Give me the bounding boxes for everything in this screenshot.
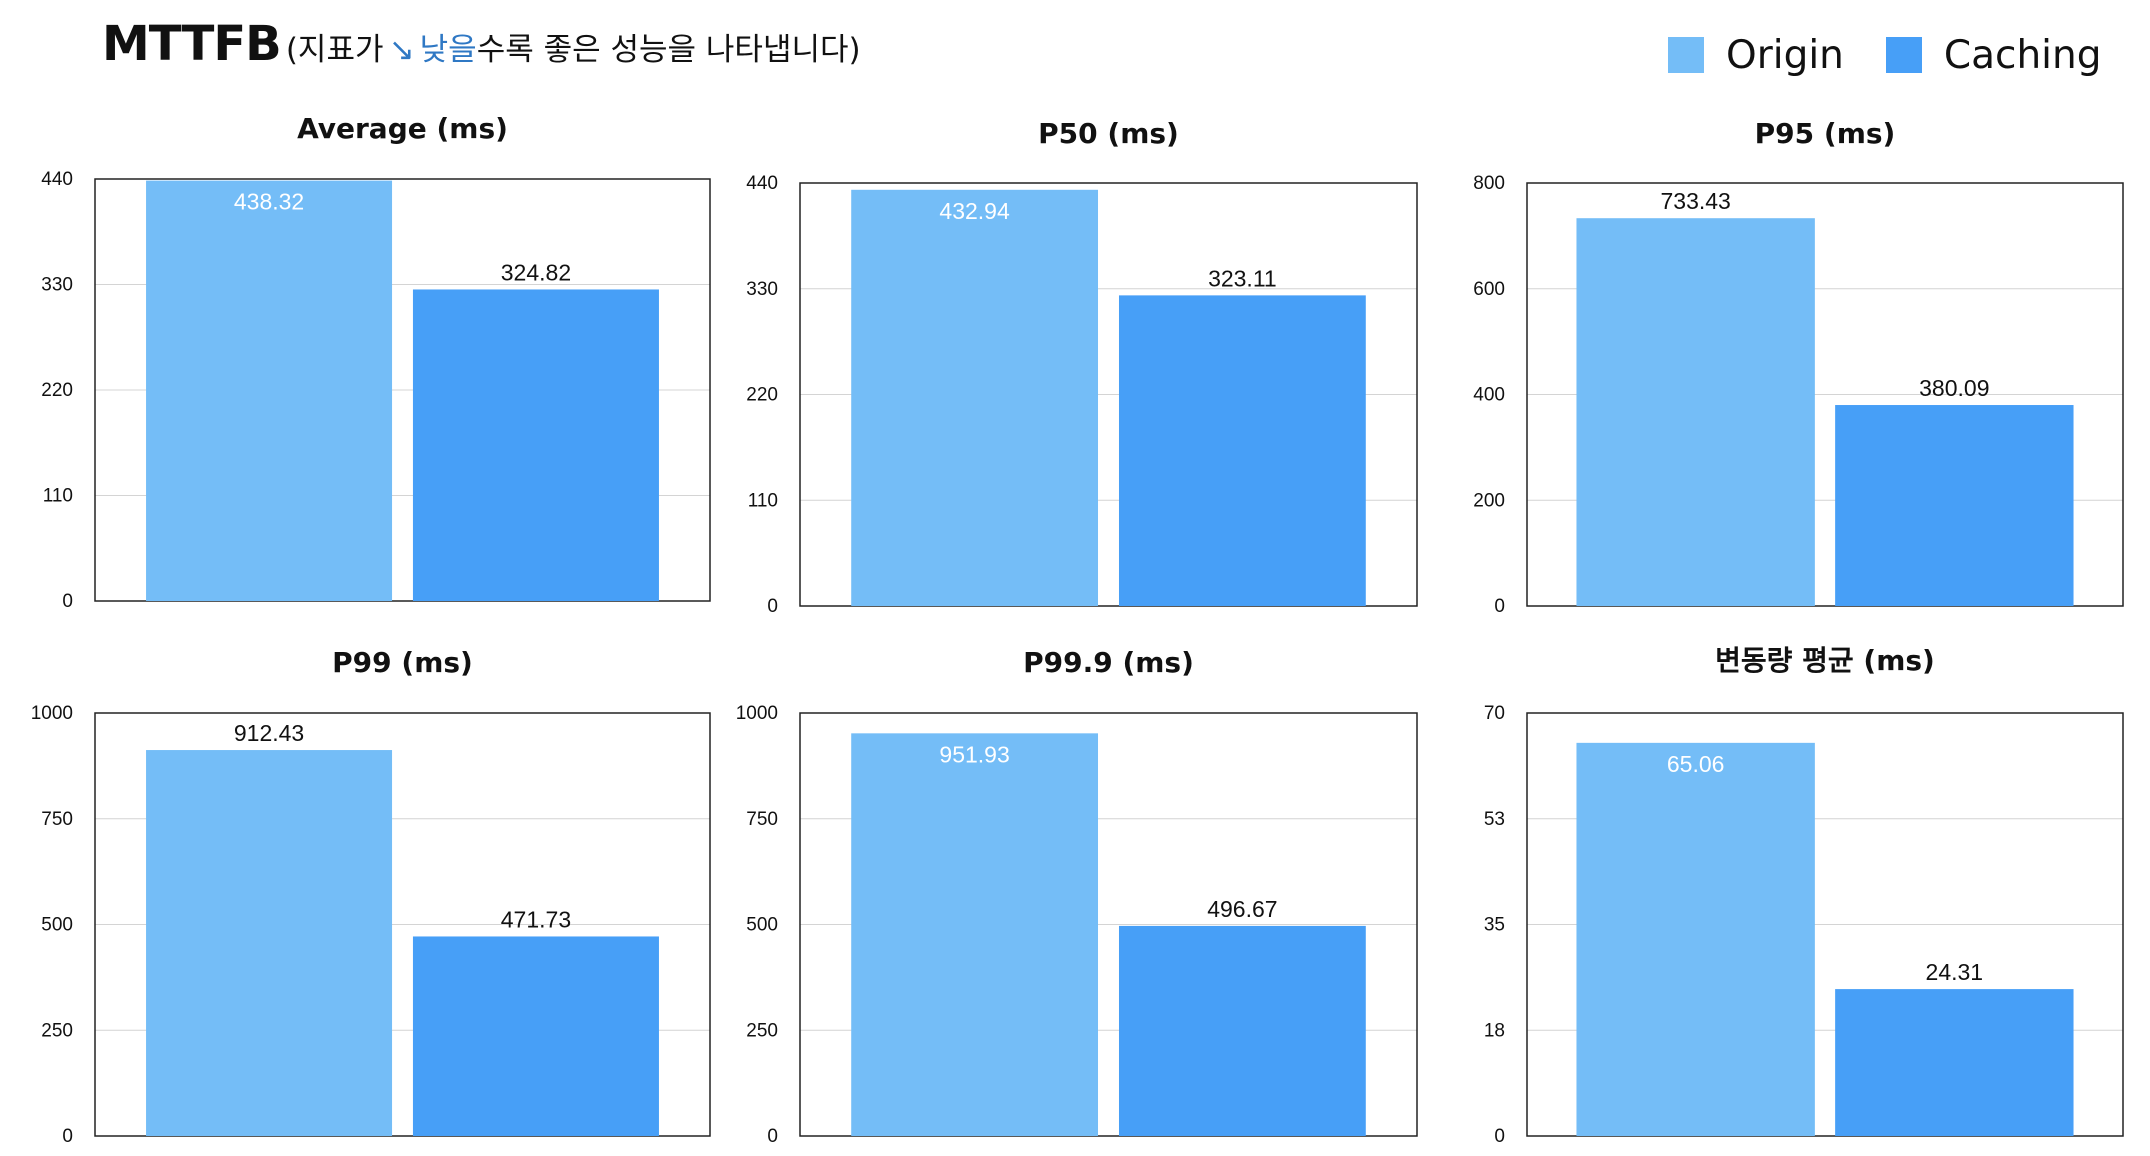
plot-frame: [799, 712, 1418, 1137]
data-label: 323.11: [1208, 265, 1277, 291]
legend-swatch-caching: [1885, 37, 1922, 73]
title-rest: 수록 좋은 성능을 나타냅니다): [476, 32, 861, 68]
y-tick-label: 0: [767, 596, 778, 617]
title-paren-open: (지표가: [285, 32, 384, 68]
bar-caching: [1118, 925, 1366, 1136]
plot-frame: [799, 182, 1418, 607]
bar-caching: [1118, 295, 1366, 606]
chart-1: 0 110 220 330 440 438.32 324.82 Average (ms): [41, 112, 711, 612]
y-tick-label: 440: [41, 169, 73, 190]
y-tick-label: 250: [746, 1020, 778, 1041]
y-tick-label: 800: [1473, 173, 1505, 194]
down-arrow-icon: ↘: [388, 32, 415, 68]
chart-title: 변동량 평균 (ms): [1715, 644, 1935, 677]
chart-title: P50 (ms): [1038, 117, 1179, 150]
y-tick-label: 35: [1484, 915, 1505, 936]
bar-origin: [146, 180, 393, 601]
y-tick-label: 53: [1484, 809, 1505, 830]
header: MTTFB (지표가 ↘ 낮을수록 좋은 성능을 나타냅니다) Origin C…: [0, 0, 2150, 110]
chart-5: 0 250 500 750 1000 951.93 496.67 P99.9 (ms): [736, 646, 1418, 1147]
y-tick-label: 440: [746, 173, 778, 194]
y-tick-label: 0: [62, 1126, 73, 1147]
y-tick-label: 110: [748, 490, 778, 511]
legend-label-origin: Origin: [1726, 32, 1844, 78]
title-highlight: 낮을: [419, 32, 477, 68]
bar-caching: [1835, 405, 2074, 606]
y-tick-label: 750: [746, 809, 778, 830]
legend: Origin Caching: [1668, 30, 2102, 80]
chart-4: 0 250 500 750 1000 912.43 471.73 P99 (ms): [31, 646, 711, 1147]
legend-label-caching: Caching: [1943, 32, 2102, 78]
page-title: MTTFB (지표가 ↘ 낮을수록 좋은 성능을 나타냅니다): [102, 14, 861, 85]
y-tick-label: 600: [1473, 279, 1505, 300]
bar-origin: [146, 750, 393, 1136]
bar-origin: [851, 733, 1099, 1136]
chart-title: Average (ms): [297, 112, 508, 145]
data-label: 432.94: [939, 198, 1010, 224]
chart-3: 0 200 400 600 800 733.43 380.09 P95 (ms): [1473, 117, 2124, 617]
bar-caching: [412, 289, 659, 601]
data-label: 24.31: [1926, 959, 1984, 985]
bar-origin: [1576, 742, 1815, 1136]
data-label: 380.09: [1919, 375, 1989, 401]
data-label: 496.67: [1207, 896, 1277, 922]
plot-frame: [94, 712, 711, 1137]
title-main: MTTFB: [102, 16, 282, 72]
y-tick-label: 1000: [31, 703, 73, 724]
bar-origin: [851, 189, 1099, 606]
chart-title: P95 (ms): [1755, 117, 1896, 150]
y-tick-label: 400: [1473, 385, 1505, 406]
data-label: 438.32: [234, 189, 304, 215]
plot-frame: [94, 178, 711, 602]
y-tick-label: 0: [1494, 596, 1505, 617]
y-tick-label: 330: [746, 279, 778, 300]
plot-frame: [1526, 182, 2124, 607]
data-label: 951.93: [939, 741, 1009, 767]
data-label: 733.43: [1660, 188, 1730, 214]
y-tick-label: 110: [43, 486, 73, 507]
y-tick-label: 1000: [736, 703, 778, 724]
chart-2: 0 110 220 330 440 432.94 323.11 P50 (ms): [746, 117, 1418, 617]
chart-title: P99.9 (ms): [1023, 646, 1194, 679]
data-label: 65.06: [1667, 751, 1725, 777]
y-tick-label: 750: [41, 809, 73, 830]
y-tick-label: 500: [746, 915, 778, 936]
y-tick-label: 70: [1484, 703, 1505, 724]
legend-item-caching: Caching: [1885, 32, 2102, 78]
chart-title: P99 (ms): [332, 646, 473, 679]
chart-6: 0 18 35 53 70 65.06 24.31 변동량 평균 (ms): [1484, 644, 2124, 1147]
data-label: 471.73: [501, 906, 571, 932]
bar-caching: [412, 936, 659, 1136]
y-tick-label: 330: [41, 275, 73, 296]
bar-caching: [1835, 989, 2074, 1136]
y-tick-label: 200: [1473, 490, 1505, 511]
y-tick-label: 220: [41, 380, 73, 401]
y-tick-label: 0: [1494, 1126, 1505, 1147]
legend-item-origin: Origin: [1668, 33, 1844, 78]
bar-origin: [1576, 218, 1815, 606]
data-label: 912.43: [234, 720, 304, 746]
y-tick-label: 0: [62, 591, 73, 612]
data-label: 324.82: [501, 259, 571, 285]
legend-swatch-origin: [1668, 37, 1704, 73]
plot-frame: [1526, 712, 2124, 1137]
y-tick-label: 0: [767, 1126, 778, 1147]
y-tick-label: 500: [41, 915, 73, 936]
y-tick-label: 220: [746, 385, 778, 406]
y-tick-label: 250: [41, 1020, 73, 1041]
y-tick-label: 18: [1484, 1020, 1505, 1041]
